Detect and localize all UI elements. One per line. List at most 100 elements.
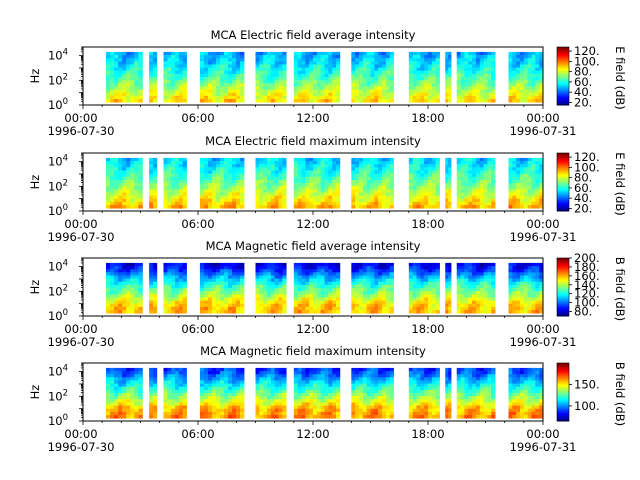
- spectrogram-cell: [516, 55, 521, 59]
- spectrogram-cell: [431, 170, 437, 175]
- spectrogram-cell: [118, 64, 123, 69]
- spectrogram-cell: [235, 303, 241, 308]
- spectrogram-cell: [219, 201, 225, 206]
- spectrogram-cell: [274, 288, 279, 292]
- spectrogram-cell: [535, 281, 540, 286]
- spectrogram-cell: [491, 205, 496, 209]
- spectrogram-cell: [385, 170, 391, 175]
- spectrogram-cell: [336, 297, 341, 301]
- spectrogram-cell: [516, 284, 521, 289]
- spectrogram-cell: [456, 195, 461, 200]
- spectrogram-cell: [435, 77, 440, 81]
- spectrogram-cell: [178, 92, 184, 97]
- spectrogram-cell: [259, 89, 264, 94]
- spectrogram-cell: [491, 55, 496, 59]
- spectrogram-cell: [378, 170, 383, 175]
- spectrogram-cell: [336, 186, 341, 190]
- spectrogram-cell: [351, 297, 356, 301]
- spectrogram-cell: [215, 262, 221, 267]
- spectrogram-cell: [199, 61, 205, 65]
- spectrogram-cell: [134, 183, 139, 187]
- colorbar-segment: [557, 199, 569, 201]
- spectrogram-cell: [445, 67, 449, 72]
- spectrogram-cell: [520, 275, 525, 280]
- spectrogram-cell: [416, 164, 421, 168]
- spectrogram-cell: [408, 300, 414, 305]
- spectrogram-cell: [420, 61, 425, 65]
- spectrogram-cell: [235, 164, 241, 168]
- spectrogram-cell: [420, 83, 425, 87]
- colorbar-segment: [557, 73, 569, 75]
- spectrogram-cell: [255, 291, 260, 295]
- spectrogram-cell: [175, 377, 180, 381]
- spectrogram-cell: [309, 61, 314, 65]
- spectrogram-cell: [520, 297, 525, 301]
- spectrogram-cell: [175, 396, 180, 400]
- spectrogram-cell: [491, 64, 496, 69]
- spectrogram-cell: [215, 291, 221, 295]
- spectrogram-cell: [366, 310, 371, 314]
- spectrogram-cell: [448, 58, 452, 62]
- spectrogram-cell: [431, 157, 437, 162]
- spectrogram-cell: [235, 269, 241, 273]
- spectrogram-cell: [263, 269, 268, 273]
- spectrogram-cell: [235, 95, 241, 100]
- spectrogram-cell: [110, 300, 115, 305]
- spectrogram-cell: [223, 306, 229, 311]
- spectrogram-cell: [464, 86, 469, 90]
- spectrogram-cell: [199, 269, 205, 273]
- spectrogram-cell: [227, 173, 233, 178]
- spectrogram-cell: [456, 262, 461, 267]
- spectrogram-cell: [316, 192, 322, 196]
- spectrogram-cell: [163, 170, 168, 175]
- spectrogram-cell: [235, 67, 241, 72]
- spectrogram-cell: [114, 415, 119, 419]
- spectrogram-cell: [472, 64, 477, 69]
- spectrogram-cell: [535, 266, 540, 270]
- spectrogram-cell: [487, 83, 492, 87]
- colorbar-segment: [557, 289, 569, 292]
- spectrogram-cell: [362, 80, 368, 84]
- spectrogram-cell: [297, 183, 302, 187]
- spectrogram-cell: [106, 80, 111, 84]
- colorbar-segment: [557, 291, 569, 294]
- spectrogram-cell: [464, 205, 469, 209]
- spectrogram-cell: [359, 89, 364, 94]
- spectrogram-cell: [118, 291, 123, 295]
- spectrogram-cell: [130, 405, 135, 410]
- spectrogram-cell: [171, 89, 176, 94]
- spectrogram-cell: [448, 64, 452, 69]
- spectrogram-cell: [175, 303, 180, 308]
- spectrogram-cell: [483, 83, 488, 87]
- spectrogram-cell: [527, 262, 532, 267]
- spectrogram-cell: [178, 77, 184, 81]
- spectrogram-cell: [374, 266, 379, 270]
- spectrogram-cell: [472, 83, 477, 87]
- spectrogram-cell: [523, 99, 529, 103]
- spectrogram-cell: [316, 173, 322, 178]
- spectrogram-cell: [297, 205, 302, 209]
- spectrogram-cell: [167, 170, 172, 175]
- spectrogram-cell: [199, 92, 205, 97]
- spectrogram-cell: [424, 99, 429, 103]
- spectrogram-cell: [487, 183, 492, 187]
- spectrogram-cell: [149, 266, 154, 270]
- spectrogram-cell: [235, 291, 241, 295]
- spectrogram-cell: [516, 89, 521, 94]
- spectrogram-cell: [483, 55, 488, 59]
- spectrogram-cell: [267, 179, 272, 184]
- spectrogram-cell: [207, 306, 213, 311]
- spectrogram-cell: [378, 310, 383, 314]
- spectrogram-cell: [152, 399, 158, 403]
- spectrogram-cell: [235, 272, 241, 276]
- spectrogram-cell: [278, 55, 283, 59]
- spectrogram-cell: [316, 183, 322, 187]
- spectrogram-cell: [130, 95, 135, 100]
- spectrogram-cell: [385, 164, 391, 168]
- spectrogram-cell: [282, 167, 287, 171]
- spectrogram-cell: [320, 67, 325, 72]
- spectrogram-cell: [460, 173, 465, 178]
- spectrogram-cell: [130, 408, 135, 413]
- spectrogram-cell: [130, 393, 135, 397]
- x-tick-label: 18:00: [411, 217, 444, 231]
